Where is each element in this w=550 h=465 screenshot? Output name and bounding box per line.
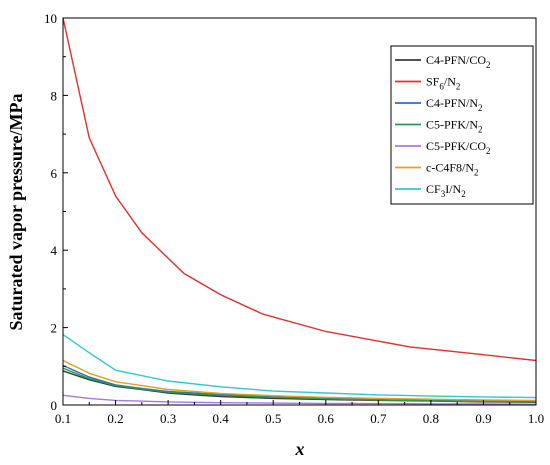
x-axis-label: x — [295, 439, 305, 459]
legend-subscript: 2 — [478, 125, 483, 135]
x-tick-label: 0.7 — [370, 411, 387, 426]
legend-subscript: 2 — [474, 168, 479, 178]
legend-entry: CF3I/N2 — [426, 182, 466, 199]
legend-text: C5-PFK/CO — [426, 139, 486, 153]
legend-subscript: 3 — [441, 189, 446, 199]
x-tick-label: 0.9 — [475, 411, 491, 426]
legend-text: C5-PFK/N — [426, 118, 478, 132]
y-tick-label: 2 — [51, 321, 58, 336]
legend-subscript: 2 — [486, 60, 491, 70]
y-tick-label: 0 — [51, 398, 58, 413]
series-line — [62, 17, 537, 362]
legend-entry: C5-PFK/N2 — [426, 118, 483, 135]
legend-text: /N — [444, 75, 456, 89]
x-tick-label: 0.8 — [423, 411, 439, 426]
legend-subscript: 2 — [478, 103, 483, 113]
y-axis-label: Saturated vapor pressure/MPa — [6, 94, 26, 331]
legend-subscript: 6 — [439, 82, 444, 92]
legend-text: C4-PFN/CO — [426, 53, 486, 67]
y-tick-label: 8 — [51, 88, 58, 103]
x-tick-label: 1.0 — [528, 411, 544, 426]
legend-subscript: 2 — [461, 189, 466, 199]
legend-entry: c-C4F8/N2 — [426, 161, 479, 178]
series-line — [62, 367, 537, 403]
y-tick-label: 4 — [51, 243, 58, 258]
legend-text: c-C4F8/N — [426, 161, 474, 175]
axes-layer: 0.1 0.2 0.3 0.4 0.5 0.6 0.7 0.8 0.9 1.0 0 2 4 6 8 10 — [44, 11, 544, 426]
y-tick-label: 6 — [51, 166, 58, 181]
legend-text: I/N — [445, 182, 461, 196]
legend-text: C4-PFN/N — [426, 96, 478, 110]
series-line — [62, 334, 537, 399]
legend-entry: SF6/N2 — [426, 75, 460, 92]
x-tick-label: 0.6 — [318, 411, 335, 426]
legend-entry: C5-PFK/CO2 — [426, 139, 491, 156]
legend: C4-PFN/CO2SF6/N2C4-PFN/N2C5-PFK/N2C5-PFK… — [390, 45, 534, 205]
x-tick-label: 0.5 — [265, 411, 281, 426]
x-tick-label: 0.2 — [107, 411, 123, 426]
legend-subscript: 2 — [456, 82, 461, 92]
legend-text: CF — [426, 182, 441, 196]
x-tick-label: 0.1 — [55, 411, 71, 426]
legend-entry: C4-PFN/CO2 — [426, 53, 491, 70]
legend-subscript: 2 — [486, 146, 491, 156]
legend-text: SF — [426, 75, 440, 89]
legend-entry: C4-PFN/N2 — [426, 96, 483, 113]
y-tick-label: 10 — [44, 11, 57, 26]
x-tick-label: 0.4 — [213, 411, 230, 426]
series-line — [62, 359, 537, 402]
x-tick-label: 0.3 — [160, 411, 176, 426]
